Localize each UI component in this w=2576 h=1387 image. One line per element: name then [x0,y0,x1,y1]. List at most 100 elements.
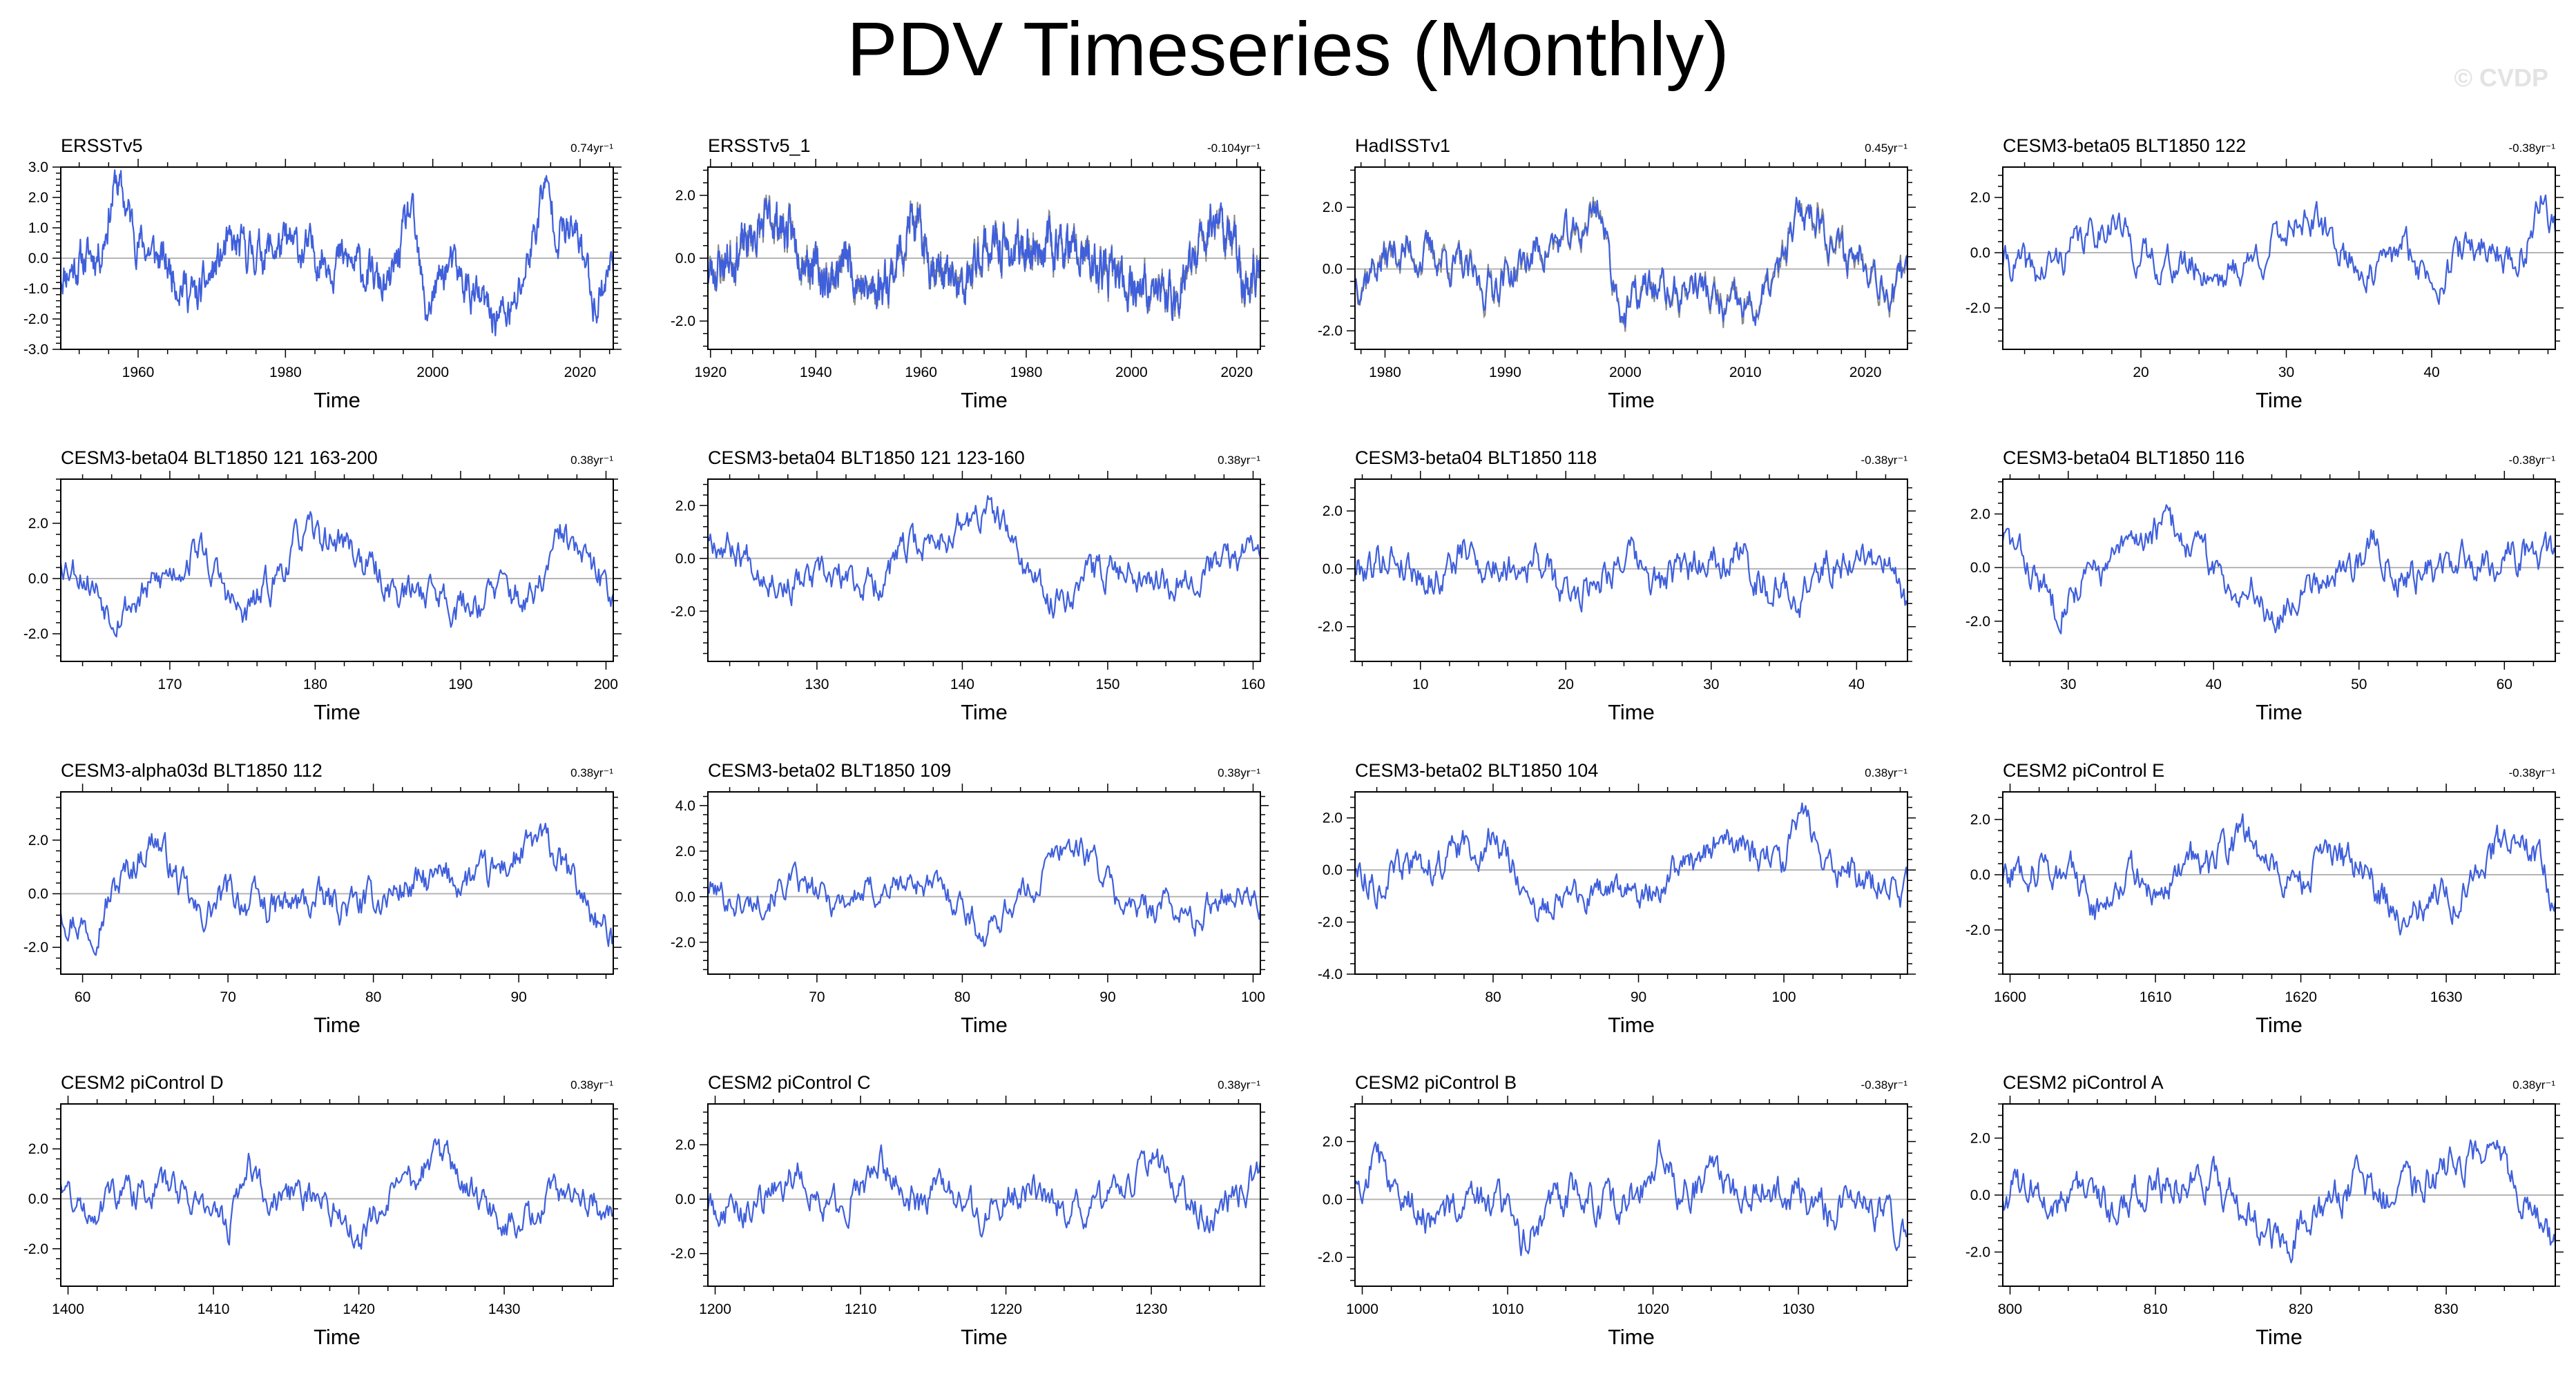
x-tick-label: 830 [2434,1301,2459,1317]
x-tick-label: 1200 [699,1301,731,1317]
trend-label: 0.38yr⁻¹ [2512,1078,2555,1092]
x-tick-label: 200 [594,677,618,692]
trend-label: 0.38yr⁻¹ [1218,1078,1260,1092]
series-line [2001,1139,2557,1263]
x-tick-label: 810 [2144,1301,2168,1317]
x-tick-label: 2000 [1115,365,1148,380]
plot-frame [2002,478,2556,662]
chart-svg: ERSSTv5_1 -0.104yr⁻¹ 1920 1940 1960 1980 2000 2… [671,135,1269,412]
y-tick-label: -3.0 [23,342,48,358]
chart-svg: CESM3-beta02 BLT1850 104 0.38yr⁻¹ 80 90 100 -… [1318,760,1916,1037]
chart-panel: CESM3-beta04 BLT1850 116 -0.38yr⁻¹ 30 40 50 6… [1942,436,2576,747]
x-tick-label: 1010 [1492,1301,1524,1317]
x-tick-label: 1410 [198,1301,230,1317]
x-tick-label: 160 [1241,677,1265,692]
y-tick-label: 2.0 [1323,200,1343,215]
chart-title: CESM2 piControl E [2003,760,2164,781]
y-tick-label: 2.0 [1323,1134,1343,1150]
series-line [707,197,1262,321]
y-tick-label: 2.0 [675,498,695,514]
x-tick-label: 40 [1849,677,1865,692]
y-tick-label: 1.0 [28,220,48,236]
x-tick-label: 40 [2423,365,2439,380]
y-tick-label: -2.0 [23,940,48,956]
series-line [707,837,1262,947]
y-tick-label: -2.0 [1318,619,1343,635]
plot-frame [2002,791,2556,975]
chart-svg: CESM3-beta04 BLT1850 121 163-200 0.38yr⁻¹… [23,447,622,724]
y-tick-label: -2.0 [1318,915,1343,931]
y-tick-label: 2.0 [675,188,695,204]
chart-svg: CESM2 piControl C 0.38yr⁻¹ 1200 1210 1220 123… [671,1072,1269,1349]
y-tick-label: 0.0 [28,886,48,902]
y-tick-label: 0.0 [28,571,48,587]
chart-svg: CESM2 piControl E -0.38yr⁻¹ 1600 1610 1620 16… [1965,760,2564,1037]
series-line [2001,194,2557,305]
plot-frame [707,791,1261,975]
y-tick-label: -4.0 [1318,967,1343,982]
chart-panel: CESM2 piControl E -0.38yr⁻¹ 1600 1610 1620 16… [1942,749,2576,1060]
plot-frame [707,1103,1261,1287]
y-tick-label: 0.0 [1970,245,1990,261]
chart-title: CESM3-beta05 BLT1850 122 [2003,135,2246,156]
x-tick-label: 1990 [1489,365,1521,380]
x-tick-label: 1000 [1346,1301,1378,1317]
plot-frame [60,478,614,662]
y-tick-label: -2.0 [671,935,695,951]
x-tick-label: 90 [1099,989,1115,1005]
y-tick-label: 2.0 [28,833,48,848]
y-tick-label: 0.0 [675,889,695,905]
x-tick-label: 1230 [1135,1301,1168,1317]
x-axis-title: Time [1608,388,1655,412]
x-tick-label: 1220 [990,1301,1022,1317]
plot-frame [60,1103,614,1287]
chart-panel: HadISSTv1 0.45yr⁻¹ 1980 1990 2000 2010 2020 -2.… [1294,124,1941,435]
y-tick-label: 2.0 [1970,190,1990,206]
chart-title: CESM3-beta02 BLT1850 109 [708,760,951,781]
trend-label: 0.38yr⁻¹ [570,1078,613,1092]
x-tick-label: 40 [2206,677,2222,692]
x-tick-label: 2000 [416,365,449,380]
x-tick-label: 100 [1241,989,1265,1005]
series-line [1354,536,1909,619]
x-tick-label: 180 [303,677,327,692]
y-tick-label: 0.0 [1970,560,1990,576]
plot-frame [1354,1103,1908,1287]
x-tick-label: 1610 [2140,989,2172,1005]
x-tick-label: 1960 [122,365,155,380]
chart-panel: CESM3-beta04 BLT1850 121 163-200 0.38yr⁻¹… [0,436,647,747]
x-tick-label: 60 [75,989,90,1005]
y-tick-label: 0.0 [28,251,48,266]
x-tick-label: 1030 [1782,1301,1815,1317]
chart-svg: ERSSTv5 0.74yr⁻¹ 1960 1980 2000 2020 -3.0 -2.0 -… [23,135,622,412]
chart-title: CESM3-beta04 BLT1850 121 123-160 [708,447,1025,468]
y-tick-label: 0.0 [675,551,695,567]
trend-label: -0.104yr⁻¹ [1207,142,1260,155]
chart-title: CESM2 piControl B [1355,1072,1517,1093]
y-tick-label: 2.0 [1970,1131,1990,1147]
series-line [1354,197,1909,328]
x-axis-title: Time [2256,388,2303,412]
y-tick-label: 0.0 [28,1191,48,1207]
trend-label: -0.38yr⁻¹ [1861,1078,1907,1092]
x-axis-title: Time [1608,700,1655,724]
chart-panel: CESM2 piControl B -0.38yr⁻¹ 1000 1010 1020 10… [1294,1061,1941,1372]
trend-label: 0.38yr⁻¹ [570,454,613,467]
y-tick-label: -2.0 [1965,300,1990,316]
x-tick-label: 820 [2289,1301,2313,1317]
chart-title: HadISSTv1 [1355,135,1450,156]
chart-panel: CESM3-beta02 BLT1850 109 0.38yr⁻¹ 70 80 90 10… [647,749,1294,1060]
trend-label: -0.38yr⁻¹ [2508,766,2555,779]
plot-frame [1354,478,1908,662]
x-axis-title: Time [2256,700,2303,724]
y-tick-label: 2.0 [1970,506,1990,522]
y-tick-label: -2.0 [1965,1245,1990,1261]
chart-title: CESM2 piControl C [708,1072,871,1093]
x-tick-label: 1980 [1010,365,1043,380]
x-tick-label: 90 [510,989,526,1005]
page-title: PDV Timeseries (Monthly) [847,7,1729,92]
y-tick-label: -2.0 [1318,1250,1343,1265]
x-axis-title: Time [961,1013,1008,1037]
chart-svg: CESM3-beta02 BLT1850 109 0.38yr⁻¹ 70 80 90 10… [671,760,1269,1037]
